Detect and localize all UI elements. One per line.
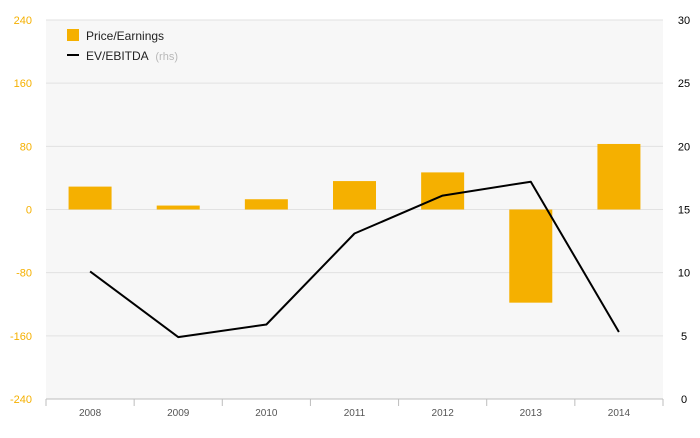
x-axis-category-label: 2008 [79, 408, 102, 419]
x-axis-category-label: 2011 [344, 408, 366, 419]
left-axis-tick-label: 0 [26, 205, 32, 217]
left-axis-tick-label: -80 [16, 268, 32, 280]
x-axis-category-label: 2013 [520, 408, 543, 419]
x-axis-category-label: 2010 [255, 408, 278, 419]
x-axis: 2008 2009 2010 2011 2012 2013 2014 [45, 398, 664, 419]
bar-price-earnings [244, 199, 288, 210]
right-axis-tick-label: 30 [678, 15, 690, 27]
left-axis-tick-label: -240 [10, 394, 32, 406]
bar-series-price-earnings [68, 143, 641, 303]
legend: Price/Earnings EV/EBITDA (rhs) [67, 29, 178, 63]
right-axis-tick-label: 10 [678, 268, 690, 280]
right-axis-tick-label: 0 [681, 394, 687, 406]
left-axis-tick-label: 80 [20, 141, 32, 153]
legend-label-ev-ebitda: EV/EBITDA [86, 49, 149, 63]
legend-swatch-price-earnings [67, 29, 79, 41]
legend-label-ev-ebitda-group: EV/EBITDA (rhs) [86, 49, 178, 63]
bar-price-earnings [509, 209, 553, 303]
right-axis-tick-label: 20 [678, 141, 690, 153]
left-axis-tick-label: 240 [14, 15, 32, 27]
bar-price-earnings [68, 186, 112, 210]
left-axis-tick-label: 160 [14, 78, 32, 90]
line-series-ev-ebitda [89, 180, 620, 339]
x-axis-category-label: 2014 [608, 408, 631, 419]
bar-price-earnings [156, 205, 200, 210]
x-axis-category-label: 2012 [432, 408, 455, 419]
right-axis-tick-label: 25 [678, 78, 690, 90]
right-axis: 30 25 20 15 10 5 0 [678, 15, 690, 406]
left-axis: 240 160 80 0 -80 -160 -240 [10, 15, 32, 406]
right-axis-tick-label: 5 [681, 331, 687, 343]
left-axis-tick-label: -160 [10, 331, 32, 343]
right-axis-tick-label: 15 [678, 205, 690, 217]
bar-price-earnings [333, 181, 376, 210]
legend-label-price-earnings: Price/Earnings [86, 29, 164, 43]
x-axis-category-label: 2009 [167, 408, 190, 419]
line-ev-ebitda [89, 180, 620, 339]
legend-label-rhs-suffix: (rhs) [155, 51, 178, 63]
bar-price-earnings [597, 143, 641, 210]
bar-price-earnings [421, 172, 465, 210]
